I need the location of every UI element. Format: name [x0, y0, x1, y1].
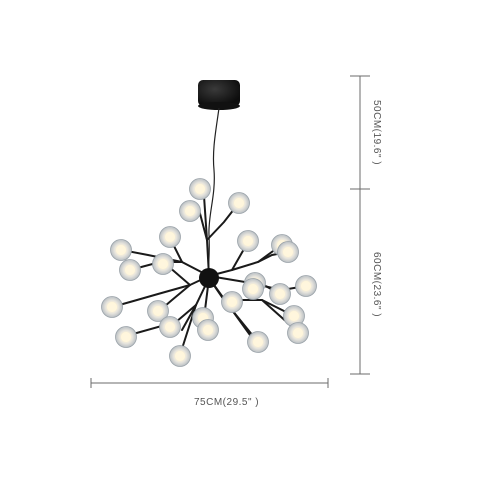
glass-globe [179, 200, 201, 222]
glass-globe [242, 278, 264, 300]
glass-globe [221, 291, 243, 313]
glass-globe [119, 259, 141, 281]
central-hub [199, 268, 219, 288]
glass-globe [147, 300, 169, 322]
glass-globe [115, 326, 137, 348]
ceiling-canopy [198, 80, 240, 110]
width-dimension-line [90, 378, 329, 388]
glass-globe [237, 230, 259, 252]
glass-globe [277, 241, 299, 263]
suspension-cord [208, 107, 220, 273]
glass-globe [110, 239, 132, 261]
glass-globes [101, 178, 317, 367]
glass-globe [197, 319, 219, 341]
glass-globe [152, 253, 174, 275]
height-dimension-line [350, 75, 370, 375]
glass-globe [189, 178, 211, 200]
glass-globe [295, 275, 317, 297]
glass-globe [101, 296, 123, 318]
glass-globe [159, 316, 181, 338]
glass-globe [169, 345, 191, 367]
width-dimension-label: 75CM(29.5" ) [194, 397, 260, 408]
top-height-dimension-label: 50CM(19.6" ) [371, 100, 382, 166]
glass-globe [269, 283, 291, 305]
glass-globe [287, 322, 309, 344]
bottom-height-dimension-label: 60CM(23.6" ) [371, 252, 382, 318]
glass-globe [283, 305, 305, 327]
glass-globe [228, 192, 250, 214]
glass-globe [247, 331, 269, 353]
glass-globe [159, 226, 181, 248]
